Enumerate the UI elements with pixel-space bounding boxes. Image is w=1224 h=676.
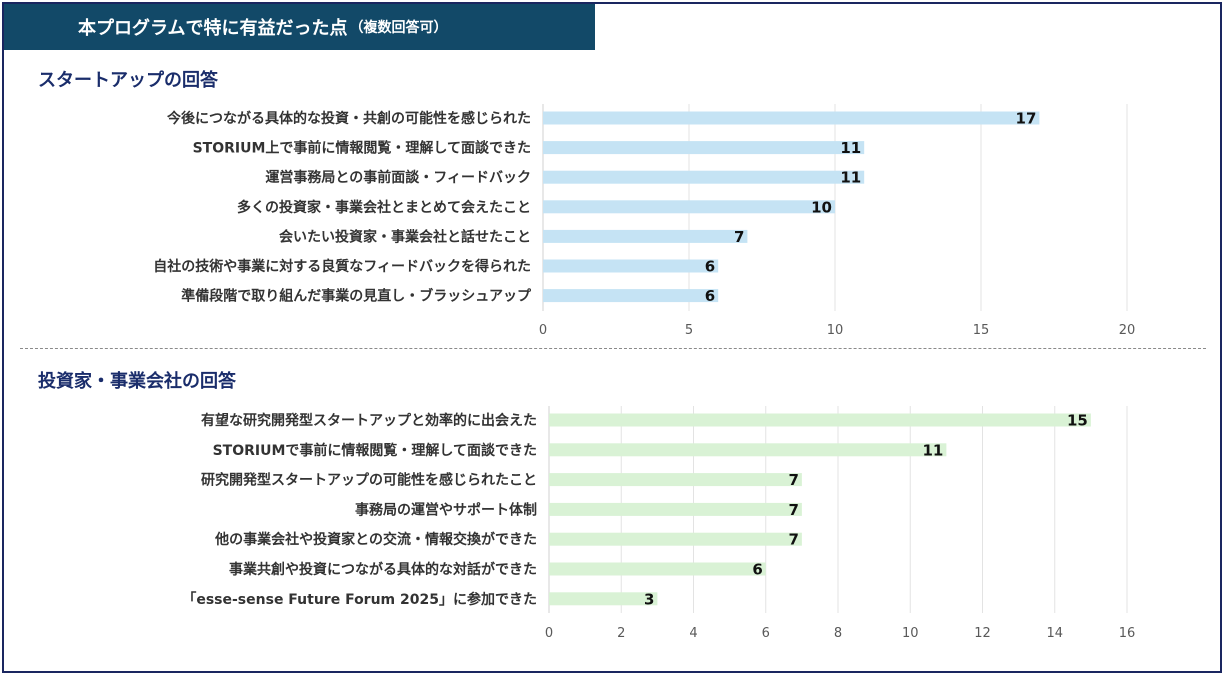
investor-bar (549, 502, 802, 516)
startup-tick-label: 5 (685, 323, 693, 338)
investor-value-label: 3 (644, 590, 654, 608)
investor-tick-label: 8 (834, 626, 842, 641)
startup-tick-label: 20 (1119, 323, 1136, 338)
startup-category-label: 会いたい投資家・事業会社と話せたこと (279, 228, 531, 245)
investor-value-label: 15 (1067, 412, 1088, 430)
investor-value-label: 6 (752, 561, 762, 579)
investor-bar (549, 562, 766, 576)
startup-tick-label: 10 (827, 323, 844, 338)
investor-bar (549, 592, 658, 606)
startup-bar-chart: 0 5 10 15 2017今後につながる具体的な投資・共創の可能性を感じられた11ST… (153, 104, 1136, 641)
startup-value-label: 11 (840, 139, 861, 157)
startup-category-label: 多くの投資家・事業会社とまとめて会えたこと (237, 199, 531, 216)
startup-category-label: 今後につながる具体的な投資・共創の可能性を感じられた (166, 110, 531, 127)
startup-value-label: 6 (705, 258, 715, 276)
startup-value-label: 7 (734, 228, 744, 246)
startup-category-label: STORIUM上で事前に情報閲覧・理解して面談できた (193, 140, 531, 157)
investor-tick-label: 4 (689, 626, 697, 641)
startup-value-label: 10 (811, 198, 832, 216)
startup-category-label: 準備段階で取り組んだ事業の見直し・ブラッシュアップ (181, 288, 532, 305)
investor-bar (549, 473, 802, 487)
startup-bar (543, 259, 719, 273)
startup-bar (543, 141, 865, 155)
startup-bar (543, 200, 835, 214)
investor-bar (549, 532, 802, 546)
startup-chart-title: スタートアップの回答 (38, 70, 218, 91)
investor-tick-label: 10 (902, 626, 919, 641)
startup-value-label: 6 (705, 287, 715, 305)
investor-value-label: 7 (788, 531, 798, 549)
startup-category-label: 自社の技術や事業に対する良質なフィードバックを得られた (153, 258, 531, 275)
startup-bar (543, 170, 865, 184)
investor-tick-label: 2 (617, 626, 625, 641)
startup-value-label: 17 (1016, 110, 1037, 128)
figure-subtitle: （複数回答可） (349, 20, 448, 36)
investor-value-label: 7 (788, 501, 798, 519)
investor-tick-label: 0 (545, 626, 553, 641)
investor-category-label: 事業共創や投資につながる具体的な対話ができた (229, 561, 537, 578)
investor-bar (549, 413, 1091, 427)
startup-tick-label: 15 (973, 323, 990, 338)
investor-chart-title: 投資家・事業会社の回答 (38, 371, 236, 392)
figure-title: 本プログラムで特に有益だった点 (78, 18, 348, 39)
investor-category-label: STORIUMで事前に情報閲覧・理解して面談できた (213, 442, 537, 459)
startup-bar (543, 289, 719, 303)
investor-tick-label: 14 (1046, 626, 1063, 641)
section-divider (20, 348, 1206, 349)
investor-value-label: 11 (923, 441, 944, 459)
startup-tick-label: 0 (539, 323, 547, 338)
investor-bar (549, 443, 947, 457)
investor-category-label: 研究開発型スタートアップの可能性を感じられたこと (201, 472, 537, 489)
startup-value-label: 11 (840, 169, 861, 187)
investor-category-label: 有望な研究開発型スタートアップと効率的に出会えた (201, 412, 537, 429)
investor-category-label: 事務局の運営やサポート体制 (355, 501, 537, 518)
investor-value-label: 7 (788, 471, 798, 489)
investor-category-label: 他の事業会社や投資家との交流・情報交換ができた (214, 531, 537, 548)
investor-tick-label: 16 (1119, 626, 1136, 641)
investor-tick-label: 6 (762, 626, 770, 641)
title-banner: 本プログラムで特に有益だった点 （複数回答可） (4, 4, 595, 50)
startup-bar (543, 111, 1040, 125)
startup-bar (543, 229, 748, 243)
investor-tick-label: 12 (974, 626, 991, 641)
investor-category-label: 「esse-sense Future Forum 2025」に参加できた (182, 591, 537, 608)
startup-category-label: 運営事務局との事前面談・フィードバック (265, 169, 531, 186)
